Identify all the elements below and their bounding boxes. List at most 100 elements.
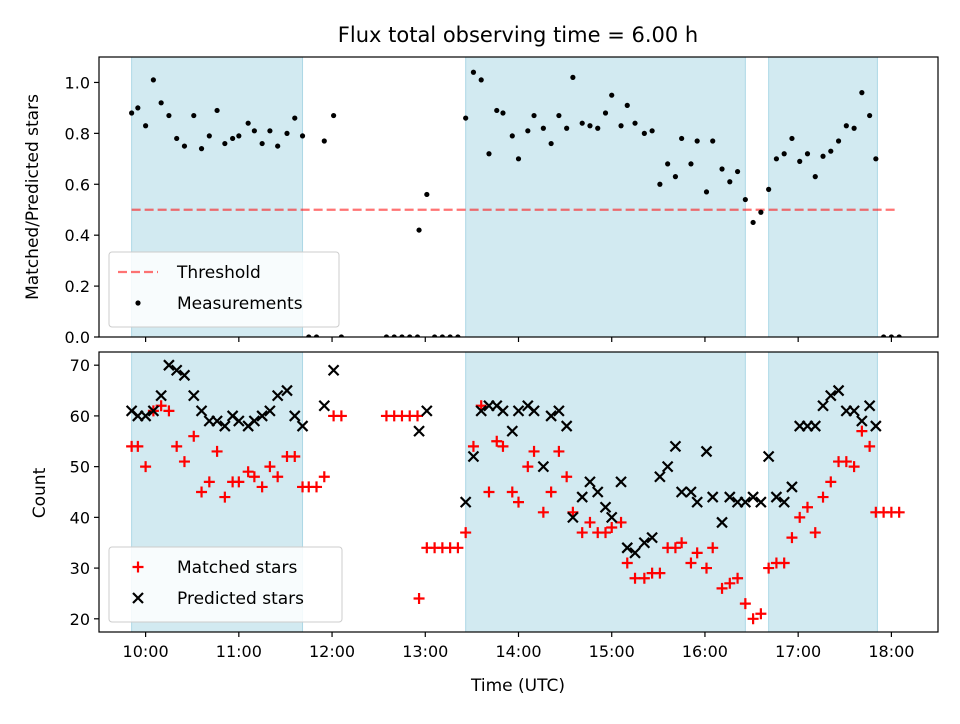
- matched-star-point: [272, 471, 284, 483]
- measurement-point: [804, 151, 811, 157]
- matched-star-point: [794, 511, 806, 523]
- measurement-point: [321, 138, 327, 144]
- measurement-point: [618, 123, 624, 129]
- predicted-star-point: [591, 486, 604, 498]
- measurement-point: [531, 112, 537, 119]
- predicted-star-point: [271, 389, 284, 402]
- matched-star-point: [452, 542, 464, 554]
- matched-star-point: [707, 542, 719, 554]
- matched-star-point: [132, 440, 144, 452]
- matched-star-point: [528, 445, 540, 457]
- legend-label: Measurements: [177, 294, 303, 314]
- matched-star-point: [537, 506, 549, 518]
- matched-star-point: [335, 410, 347, 422]
- measurement-point: [595, 125, 601, 131]
- measurement-point: [259, 140, 265, 147]
- matched-star-point: [576, 527, 588, 539]
- measurement-point: [859, 90, 865, 96]
- predicted-star-point: [615, 476, 627, 488]
- predicted-star-point: [233, 415, 245, 427]
- measurement-point: [587, 123, 593, 129]
- y-tick-label: 0.2: [65, 277, 90, 296]
- measurement-point: [525, 128, 531, 134]
- measurement-point: [750, 219, 756, 226]
- observing-window-band: [465, 56, 746, 338]
- measurement-point: [447, 334, 453, 337]
- measurement-point: [570, 74, 576, 80]
- predicted-star-point: [848, 405, 860, 417]
- matched-star-point: [654, 567, 666, 579]
- measurement-point: [851, 125, 857, 131]
- predicted-star-point: [599, 501, 612, 513]
- measurement-point: [766, 186, 772, 192]
- measurement-point: [888, 334, 894, 337]
- measurement-point: [641, 130, 647, 136]
- measurement-point: [727, 179, 733, 185]
- matched-star-point: [506, 486, 518, 498]
- measurement-point: [275, 143, 281, 149]
- predicted-star-point: [497, 405, 509, 417]
- matched-star-point: [638, 572, 650, 584]
- measurement-point: [292, 115, 298, 121]
- measurement-point: [135, 105, 141, 111]
- legend-label: Predicted stars: [177, 589, 304, 609]
- matched-star-point: [676, 537, 688, 549]
- measurement-point: [284, 130, 290, 136]
- measurement-point: [338, 334, 344, 337]
- star-count-panel: 20 30 40 50 60 70 10:00 11:00 12:00 13:00 14:00 15:…: [70, 351, 939, 661]
- plot-area: [125, 359, 905, 625]
- legend-label: Threshold: [176, 263, 261, 283]
- predicted-star-point: [739, 496, 752, 508]
- matched-star-point: [178, 456, 190, 468]
- y-tick-label: 0.0: [65, 328, 90, 347]
- matched-star-point: [545, 486, 557, 498]
- measurement-point: [632, 120, 638, 126]
- matched-star-point: [786, 532, 798, 544]
- matched-star-point: [318, 471, 330, 483]
- measurement-point: [773, 156, 780, 162]
- measurement-point: [710, 138, 716, 144]
- predicted-star-point: [832, 384, 845, 397]
- predicted-star-point: [691, 496, 703, 508]
- measurement-point: [688, 161, 694, 167]
- measurement-point: [439, 334, 445, 337]
- measurement-point: [881, 334, 887, 337]
- matched-star-point: [188, 430, 200, 442]
- predicted-star-point: [646, 531, 658, 544]
- matched-star-point: [219, 491, 231, 503]
- measurement-point: [206, 133, 212, 139]
- matched-star-point: [864, 440, 876, 452]
- predicted-star-point: [163, 359, 175, 371]
- x-tick-label: 12:00: [309, 642, 355, 661]
- measurement-point: [734, 168, 741, 175]
- measurement-point: [679, 135, 685, 142]
- measurement-point: [230, 135, 236, 142]
- measurement-point: [556, 112, 562, 119]
- measurement-point: [383, 334, 390, 337]
- matched-star-point: [755, 608, 767, 620]
- predicted-star-point: [755, 496, 767, 508]
- measurement-point: [624, 102, 630, 108]
- legend-predicted-swatch: [132, 592, 144, 604]
- predicted-star-point: [778, 496, 790, 508]
- measurement-point: [463, 115, 469, 121]
- predicted-star-point: [256, 410, 268, 422]
- measurement-point: [719, 166, 725, 172]
- measurement-point: [191, 112, 197, 119]
- y-tick-label: 0.6: [65, 175, 90, 194]
- measurement-point: [299, 133, 306, 139]
- matched-star-point: [467, 440, 479, 452]
- measurement-point: [236, 133, 242, 139]
- measurement-point: [267, 128, 273, 134]
- measurement-point: [820, 153, 826, 159]
- matched-star-point: [856, 425, 868, 437]
- matched-star-point: [817, 491, 829, 503]
- predicted-star-point: [770, 491, 783, 503]
- predicted-star-point: [825, 389, 837, 402]
- measurement-point: [609, 92, 615, 98]
- x-axis-label: Time (UTC): [470, 676, 565, 696]
- y-tick-label: 0.4: [65, 226, 90, 245]
- y-tick-label: 40: [70, 508, 90, 527]
- matched-star-point: [233, 476, 245, 488]
- matched-star-point: [203, 476, 215, 488]
